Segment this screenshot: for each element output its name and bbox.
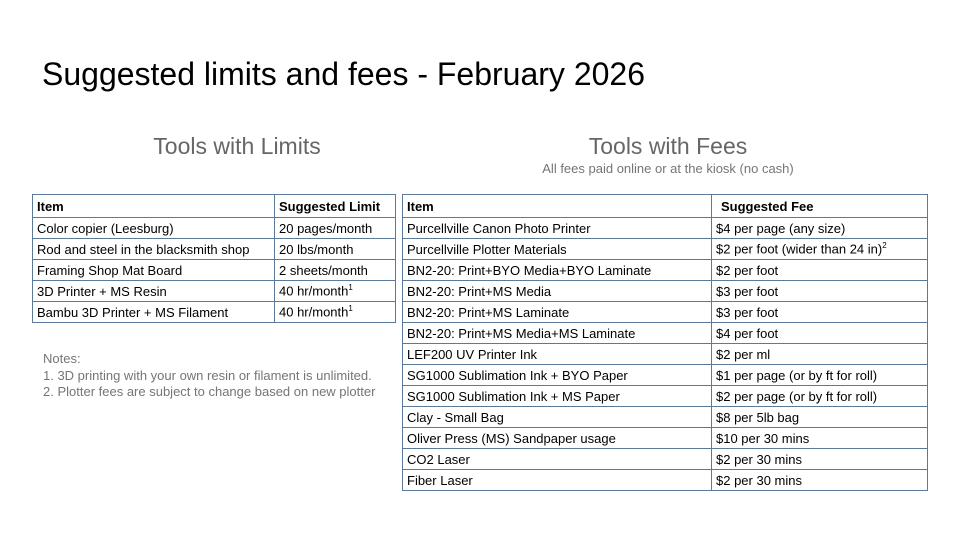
value-text: $2 per foot [716, 262, 779, 278]
table-header-row: Item Suggested Limit [32, 194, 396, 218]
limits-heading: Tools with Limits [153, 133, 321, 159]
note-line: 2. Plotter fees are subject to change ba… [43, 384, 376, 399]
value-text: $2 per foot (wider than 24 in) [716, 241, 883, 257]
value-cell: $2 per foot (wider than 24 in)2 [711, 238, 928, 260]
value-cell: $10 per 30 mins [711, 427, 928, 449]
value-text: $2 per 30 mins [716, 451, 802, 467]
table-row: BN2-20: Print+MS Laminate $3 per foot [402, 301, 928, 323]
value-text: 40 hr/month [279, 283, 349, 299]
limits-table: Item Suggested Limit Color copier (Leesb… [32, 194, 396, 323]
value-text: 20 lbs/month [279, 241, 354, 257]
item-cell: Purcellville Plotter Materials [402, 238, 712, 260]
footnote-marker: 1 [348, 304, 353, 314]
value-text: 40 hr/month [279, 304, 349, 320]
value-cell: 40 hr/month1 [274, 301, 396, 323]
value-text: 2 sheets/month [279, 262, 368, 278]
item-cell: Bambu 3D Printer + MS Filament [32, 301, 275, 323]
footnote-marker: 2 [882, 241, 887, 251]
value-cell: $4 per foot [711, 322, 928, 344]
table-row: Bambu 3D Printer + MS Filament 40 hr/mont… [32, 301, 396, 323]
value-text: $8 per 5lb bag [716, 409, 800, 425]
value-text: 20 pages/month [279, 220, 373, 236]
item-cell: BN2-20: Print+MS Media+MS Laminate [402, 322, 712, 344]
value-cell: $2 per page (or by ft for roll) [711, 385, 928, 407]
item-cell: SG1000 Sublimation Ink + BYO Paper [402, 364, 712, 386]
table-row: CO2 Laser $2 per 30 mins [402, 448, 928, 470]
value-text: $4 per page (any size) [716, 220, 846, 236]
table-row: Rod and steel in the blacksmith shop 20 l… [32, 238, 396, 260]
value-cell: $2 per 30 mins [711, 448, 928, 470]
value-text: $2 per ml [716, 346, 771, 362]
table-row: LEF200 UV Printer Ink $2 per ml [402, 343, 928, 365]
item-cell: 3D Printer + MS Resin [32, 280, 275, 302]
column-header-item: Item [32, 194, 275, 218]
item-cell: Oliver Press (MS) Sandpaper usage [402, 427, 712, 449]
item-cell: BN2-20: Print+MS Laminate [402, 301, 712, 323]
item-cell: BN2-20: Print+MS Media [402, 280, 712, 302]
value-cell: 20 pages/month [274, 217, 396, 239]
value-cell: $8 per 5lb bag [711, 406, 928, 428]
item-cell: Purcellville Canon Photo Printer [402, 217, 712, 239]
value-cell: $2 per 30 mins [711, 469, 928, 491]
value-cell: 40 hr/month1 [274, 280, 396, 302]
table-row: SG1000 Sublimation Ink + BYO Paper $1 per… [402, 364, 928, 386]
column-header-item: Item [402, 194, 712, 218]
value-text: $10 per 30 mins [716, 430, 810, 446]
value-cell: $3 per foot [711, 301, 928, 323]
item-cell: BN2-20: Print+BYO Media+BYO Laminate [402, 259, 712, 281]
table-row: BN2-20: Print+MS Media $3 per foot [402, 280, 928, 302]
table-row: Purcellville Plotter Materials $2 per foo… [402, 238, 928, 260]
value-text: $1 per page (or by ft for roll) [716, 367, 878, 383]
item-cell: Rod and steel in the blacksmith shop [32, 238, 275, 260]
value-cell: 2 sheets/month [274, 259, 396, 281]
value-cell: $1 per page (or by ft for roll) [711, 364, 928, 386]
table-row: Oliver Press (MS) Sandpaper usage $10 per… [402, 427, 928, 449]
table-row: Framing Shop Mat Board 2 sheets/month [32, 259, 396, 281]
fees-heading: Tools with Fees [588, 133, 748, 159]
column-header-fee: Suggested Fee [711, 194, 928, 218]
table-row: Purcellville Canon Photo Printer $4 per p… [402, 217, 928, 239]
footnote-marker: 1 [348, 283, 353, 293]
value-cell: $2 per ml [711, 343, 928, 365]
table-row: Color copier (Leesburg) 20 pages/month [32, 217, 396, 239]
item-cell: CO2 Laser [402, 448, 712, 470]
item-cell: SG1000 Sublimation Ink + MS Paper [402, 385, 712, 407]
table-header-row: Item Suggested Fee [402, 194, 928, 218]
slide-title: Suggested limits and fees - February 202… [42, 56, 645, 92]
table-row: BN2-20: Print+BYO Media+BYO Laminate $2 p… [402, 259, 928, 281]
item-cell: Fiber Laser [402, 469, 712, 491]
notes: Notes: 1. 3D printing with your own resin… [43, 351, 375, 401]
fees-subheading: All fees paid online or at the kiosk (no… [542, 161, 794, 176]
value-text: $4 per foot [716, 325, 779, 341]
value-cell: 20 lbs/month [274, 238, 396, 260]
value-cell: $3 per foot [711, 280, 928, 302]
value-text: $2 per 30 mins [716, 472, 802, 488]
value-text: $3 per foot [716, 283, 779, 299]
table-row: 3D Printer + MS Resin 40 hr/month1 [32, 280, 396, 302]
table-row: BN2-20: Print+MS Media+MS Laminate $4 per… [402, 322, 928, 344]
table-row: Clay - Small Bag $8 per 5lb bag [402, 406, 928, 428]
item-cell: Framing Shop Mat Board [32, 259, 275, 281]
value-text: $2 per page (or by ft for roll) [716, 388, 878, 404]
note-line: Notes: [43, 351, 81, 366]
value-cell: $4 per page (any size) [711, 217, 928, 239]
value-text: $3 per foot [716, 304, 779, 320]
value-cell: $2 per foot [711, 259, 928, 281]
column-header-limit: Suggested Limit [274, 194, 396, 218]
note-line: 1. 3D printing with your own resin or fi… [43, 367, 372, 383]
table-row: Fiber Laser $2 per 30 mins [402, 469, 928, 491]
fees-table: Item Suggested Fee Purcellville Canon Ph… [402, 194, 928, 491]
item-cell: LEF200 UV Printer Ink [402, 343, 712, 365]
table-row: SG1000 Sublimation Ink + MS Paper $2 per … [402, 385, 928, 407]
item-cell: Clay - Small Bag [402, 406, 712, 428]
item-cell: Color copier (Leesburg) [32, 217, 275, 239]
